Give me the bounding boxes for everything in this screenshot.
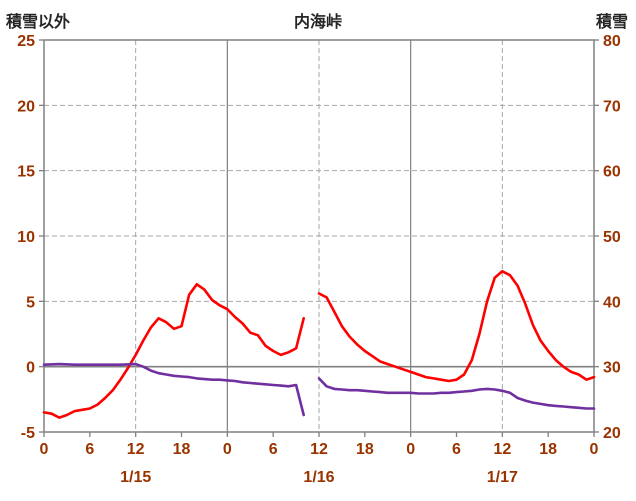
right-axis-title: 積雪 [595,14,628,31]
x-tick-label: 0 [406,441,415,458]
y-right-tick-label: 50 [603,229,621,246]
y-right-tick-label: 30 [603,360,621,377]
chart-title: 内海峠 [293,14,342,31]
y-right-tick-label: 20 [603,425,621,442]
x-tick-label: 18 [539,441,557,458]
x-tick-label: 12 [493,441,511,458]
y-left-tick-label: 15 [17,164,35,181]
y-left-tick-label: 20 [17,98,35,115]
series-line-red [317,269,596,383]
y-right-tick-label: 40 [603,294,621,311]
y-right-tick-label: 60 [603,164,621,181]
x-tick-label: 18 [356,441,374,458]
y-right-tick-label: 80 [603,33,621,50]
x-tick-label: 6 [452,441,461,458]
y-left-tick-label: 0 [26,360,35,377]
series-line-red [42,282,306,419]
x-tick-label: 12 [310,441,328,458]
x-date-label: 1/16 [303,469,334,486]
x-tick-label: 0 [40,441,49,458]
x-tick-label: 6 [269,441,278,458]
x-tick-label: 0 [223,441,232,458]
x-tick-label: 18 [173,441,191,458]
y-right-tick-label: 70 [603,98,621,115]
y-left-tick-label: 25 [17,33,35,50]
x-date-label: 1/17 [487,469,518,486]
series-line-purple [42,362,306,417]
x-date-label: 1/15 [120,469,151,486]
y-left-tick-label: 10 [17,229,35,246]
y-left-tick-label: 5 [26,294,35,311]
y-left-tick-label: -5 [21,425,35,442]
x-tick-label: 0 [590,441,599,458]
left-axis-title: 積雪以外 [6,14,71,31]
x-tick-label: 6 [85,441,94,458]
x-tick-label: 12 [127,441,145,458]
series-line-purple [317,377,596,410]
